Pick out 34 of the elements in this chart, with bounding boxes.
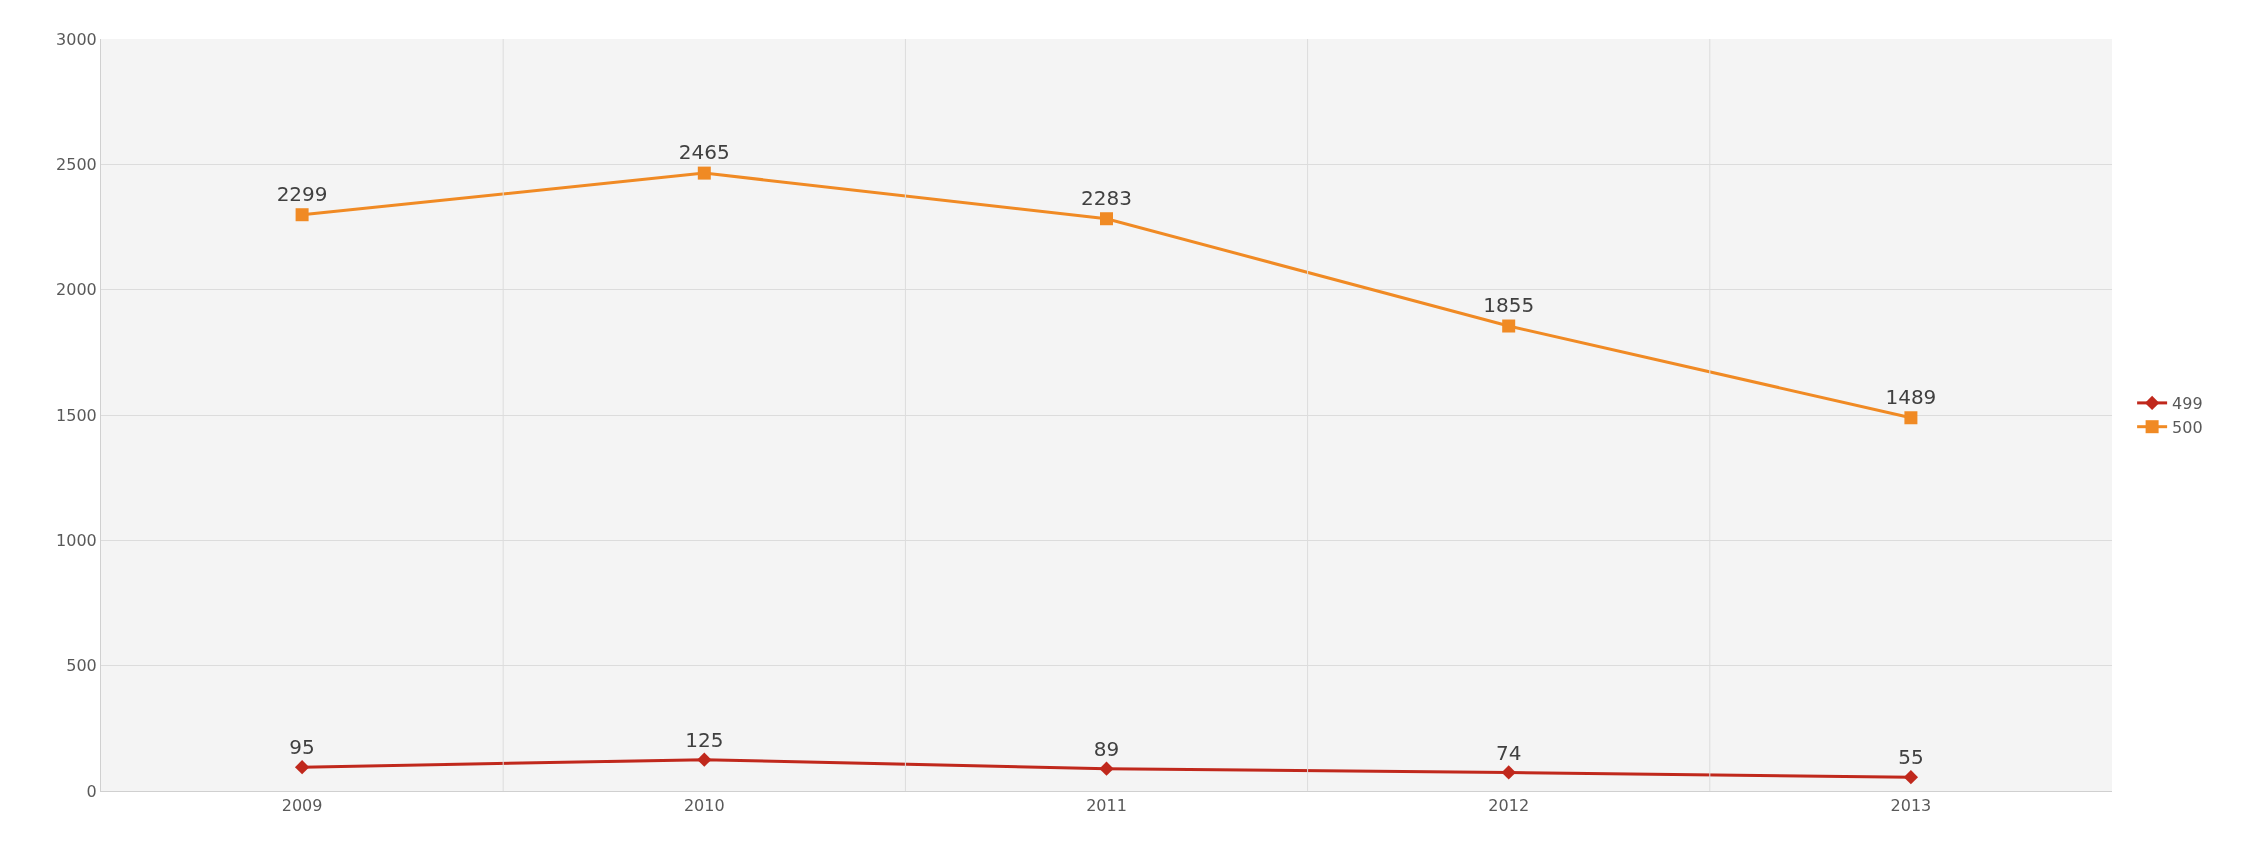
data-label: 89	[1093, 736, 1120, 761]
y-tick-label: 2500	[56, 154, 97, 174]
point	[697, 752, 712, 767]
data-label: 2283	[1081, 185, 1132, 210]
data-label: 2465	[678, 139, 730, 164]
data-label: 95	[289, 735, 315, 760]
y-tick-label: 0	[86, 781, 97, 801]
y-tick-label: 2000	[56, 280, 97, 300]
point	[1100, 212, 1113, 226]
data-label: 2299	[276, 181, 328, 206]
point	[1903, 770, 1919, 785]
data-label: 1855	[1483, 292, 1535, 317]
point	[1099, 761, 1114, 776]
y-tick-label: 3000	[56, 29, 97, 49]
y-tick-label: 1000	[56, 530, 97, 550]
y-tick-label: 500	[66, 656, 97, 676]
legend-label: 499	[2172, 394, 2203, 414]
x-tick-label: 2010	[683, 796, 725, 816]
point	[1502, 319, 1516, 333]
data-label: 1489	[1885, 384, 1937, 409]
point	[294, 760, 310, 775]
legend-label: 500	[2172, 417, 2203, 437]
x-tick-label: 2011	[1086, 796, 1127, 816]
data-label: 55	[1898, 745, 1924, 770]
y-tick-label: 1500	[56, 405, 97, 425]
point	[1501, 765, 1516, 780]
point	[1904, 411, 1918, 425]
point	[697, 166, 711, 180]
x-tick-label: 2012	[1488, 796, 1530, 816]
x-tick-label: 2009	[281, 796, 323, 816]
point	[295, 208, 309, 222]
data-label: 125	[685, 727, 724, 752]
x-tick-label: 2013	[1890, 796, 1932, 816]
data-label: 74	[1495, 740, 1522, 765]
